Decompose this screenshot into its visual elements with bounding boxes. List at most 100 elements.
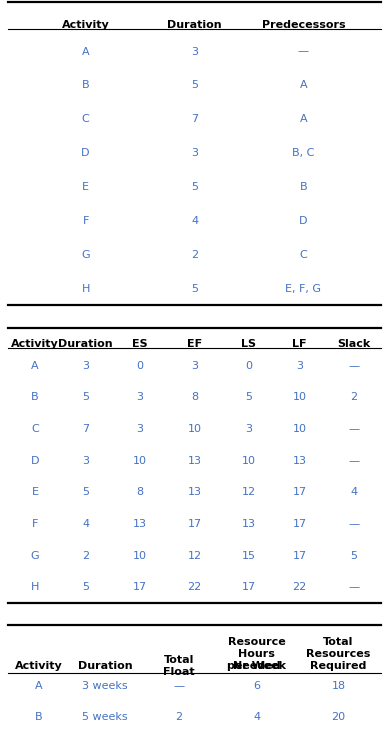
Text: per Week: per Week [227, 661, 286, 670]
Text: 7: 7 [82, 424, 89, 434]
Text: Total
Resources
Required: Total Resources Required [306, 637, 371, 671]
Text: G: G [81, 250, 90, 260]
Text: B: B [300, 182, 307, 192]
Text: G: G [31, 551, 39, 561]
Text: 0: 0 [245, 361, 252, 371]
Text: 5: 5 [82, 582, 89, 592]
Text: LF: LF [292, 339, 307, 349]
Text: F: F [82, 216, 89, 226]
Text: 5: 5 [191, 182, 198, 192]
Text: ES: ES [132, 339, 148, 349]
Text: E: E [82, 182, 89, 192]
Text: 2: 2 [82, 551, 89, 561]
Text: Duration: Duration [78, 661, 132, 670]
Text: B, C: B, C [292, 148, 315, 158]
Text: —: — [298, 46, 309, 57]
Text: 18: 18 [331, 682, 345, 691]
Text: Slack: Slack [337, 339, 371, 349]
Text: 5: 5 [191, 283, 198, 294]
Text: 3: 3 [191, 148, 198, 158]
Text: 13: 13 [133, 519, 147, 529]
Text: Resource
Hours
Needed: Resource Hours Needed [228, 637, 286, 671]
Text: A: A [300, 80, 307, 91]
Text: 10: 10 [293, 424, 307, 434]
Text: 4: 4 [350, 487, 357, 498]
Text: 3: 3 [245, 424, 252, 434]
Text: Predecessors: Predecessors [262, 20, 345, 30]
Text: A: A [35, 682, 43, 691]
Text: —: — [349, 424, 359, 434]
Text: —: — [349, 361, 359, 371]
Text: 4: 4 [191, 216, 198, 226]
Text: —: — [173, 682, 184, 691]
Text: 5: 5 [350, 551, 357, 561]
Text: 3 weeks: 3 weeks [82, 682, 128, 691]
Text: H: H [31, 582, 39, 592]
Text: 13: 13 [293, 456, 307, 466]
Text: 4: 4 [253, 712, 260, 722]
Text: —: — [349, 456, 359, 466]
Text: Activity: Activity [62, 20, 109, 30]
Text: 5 weeks: 5 weeks [82, 712, 128, 722]
Text: D: D [31, 456, 39, 466]
Text: Duration: Duration [167, 20, 222, 30]
Text: 12: 12 [242, 487, 256, 498]
Text: LS: LS [242, 339, 256, 349]
Text: A: A [82, 46, 89, 57]
Text: H: H [81, 283, 90, 294]
Text: 17: 17 [293, 519, 307, 529]
Text: E, F, G: E, F, G [286, 283, 321, 294]
Text: 0: 0 [137, 361, 144, 371]
Text: B: B [35, 712, 43, 722]
Text: Total
Float: Total Float [163, 655, 195, 676]
Text: 5: 5 [82, 487, 89, 498]
Text: 10: 10 [242, 456, 256, 466]
Text: 3: 3 [137, 424, 144, 434]
Text: 10: 10 [133, 551, 147, 561]
Text: 17: 17 [242, 582, 256, 592]
Text: 4: 4 [82, 519, 89, 529]
Text: 2: 2 [175, 712, 182, 722]
Text: Activity: Activity [15, 661, 63, 670]
Text: 7: 7 [191, 114, 198, 124]
Text: F: F [32, 519, 38, 529]
Text: D: D [299, 216, 308, 226]
Text: —: — [349, 519, 359, 529]
Text: 3: 3 [191, 46, 198, 57]
Text: 17: 17 [293, 487, 307, 498]
Text: 3: 3 [82, 456, 89, 466]
Text: 3: 3 [137, 392, 144, 403]
Text: 3: 3 [191, 361, 198, 371]
Text: 8: 8 [191, 392, 198, 403]
Text: 10: 10 [133, 456, 147, 466]
Text: 17: 17 [133, 582, 147, 592]
Text: 3: 3 [296, 361, 303, 371]
Text: 2: 2 [191, 250, 198, 260]
Text: —: — [349, 582, 359, 592]
Text: 5: 5 [245, 392, 252, 403]
Text: 13: 13 [187, 456, 202, 466]
Text: 10: 10 [293, 392, 307, 403]
Text: 8: 8 [137, 487, 144, 498]
Text: 17: 17 [187, 519, 202, 529]
Text: 6: 6 [253, 682, 260, 691]
Text: 13: 13 [187, 487, 202, 498]
Text: 20: 20 [331, 712, 345, 722]
Text: 5: 5 [82, 392, 89, 403]
Text: 17: 17 [293, 551, 307, 561]
Text: 22: 22 [187, 582, 202, 592]
Text: 2: 2 [350, 392, 357, 403]
Text: C: C [82, 114, 89, 124]
Text: 15: 15 [242, 551, 256, 561]
Text: C: C [31, 424, 39, 434]
Text: B: B [31, 392, 39, 403]
Text: C: C [300, 250, 307, 260]
Text: A: A [300, 114, 307, 124]
Text: A: A [31, 361, 39, 371]
Text: EF: EF [187, 339, 202, 349]
Text: E: E [32, 487, 39, 498]
Text: 12: 12 [187, 551, 202, 561]
Text: 10: 10 [187, 424, 202, 434]
Text: 5: 5 [191, 80, 198, 91]
Text: B: B [82, 80, 89, 91]
